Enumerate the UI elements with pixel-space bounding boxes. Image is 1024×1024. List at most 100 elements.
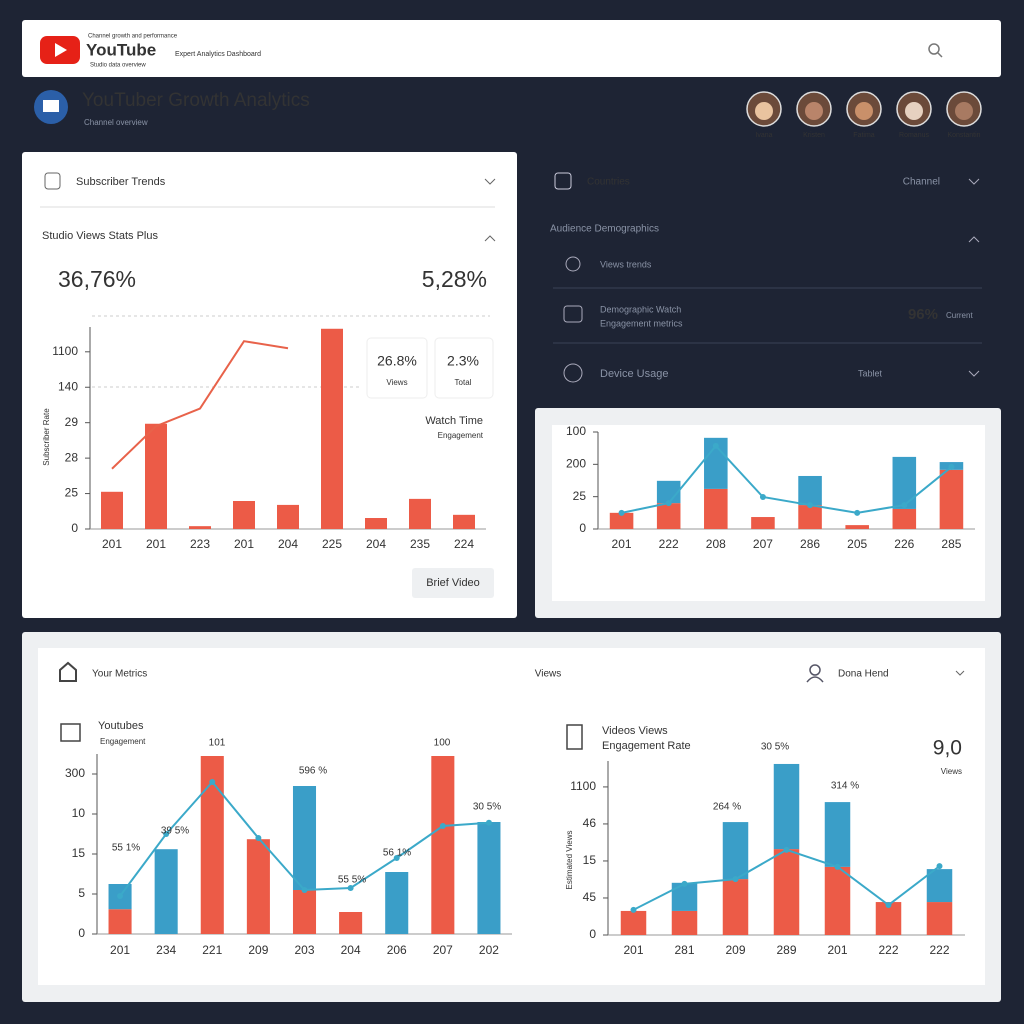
point bbox=[854, 509, 861, 516]
point bbox=[885, 902, 892, 909]
panel-icon bbox=[554, 172, 572, 190]
bar bbox=[477, 822, 501, 934]
card-label: Total bbox=[455, 378, 472, 387]
annotation: 264 % bbox=[713, 802, 741, 813]
y-tick-label: 28 bbox=[65, 450, 79, 464]
x-tick-label: 223 bbox=[190, 537, 210, 551]
section-title: Youtubes bbox=[98, 720, 144, 732]
section-icon bbox=[60, 723, 81, 742]
avatar-face bbox=[955, 102, 973, 120]
x-tick-label: 222 bbox=[878, 943, 898, 957]
x-tick-label: 204 bbox=[366, 537, 386, 551]
bar bbox=[431, 756, 455, 934]
panel-icon bbox=[44, 172, 61, 190]
bar bbox=[704, 488, 728, 529]
button-label[interactable]: Brief Video bbox=[426, 577, 480, 589]
kpi-value: 9,0 bbox=[933, 737, 962, 760]
dropdown[interactable]: Channel bbox=[903, 177, 940, 188]
x-tick-label: 203 bbox=[294, 943, 314, 957]
bar bbox=[722, 822, 749, 880]
avatar-name: Fatima bbox=[853, 132, 875, 139]
bar bbox=[892, 508, 917, 529]
bar bbox=[926, 869, 953, 903]
chevron[interactable] bbox=[968, 370, 980, 377]
annotation: 101 bbox=[209, 738, 226, 749]
side-title: Watch Time bbox=[425, 415, 483, 427]
button[interactable] bbox=[412, 568, 494, 598]
section-subtitle: Engagement bbox=[100, 737, 146, 746]
bar bbox=[108, 909, 132, 934]
sub-note: Studio data overview bbox=[90, 63, 146, 69]
bar bbox=[824, 866, 851, 935]
search-icon[interactable] bbox=[928, 43, 940, 55]
annotation: 55 1% bbox=[112, 843, 140, 854]
y-tick-label: 0 bbox=[71, 521, 78, 535]
panel-title: Countries bbox=[587, 177, 630, 188]
panel-title: Subscriber Trends bbox=[76, 176, 166, 188]
side-subtitle: Engagement bbox=[438, 431, 484, 440]
y-tick-label: 5 bbox=[78, 886, 85, 900]
y-tick-label: 45 bbox=[583, 890, 597, 904]
row-value: Tablet bbox=[858, 368, 883, 378]
x-tick-label: 206 bbox=[387, 943, 407, 957]
search-icon-handle bbox=[937, 52, 943, 58]
row-icon bbox=[563, 305, 583, 323]
bar bbox=[656, 503, 681, 529]
chevron[interactable] bbox=[968, 178, 980, 185]
chevron[interactable] bbox=[968, 236, 980, 243]
chevron[interactable] bbox=[484, 235, 496, 242]
y-tick-label: 46 bbox=[583, 816, 597, 830]
x-tick-label: 202 bbox=[479, 943, 499, 957]
bar bbox=[385, 872, 409, 934]
panel-center: Views bbox=[535, 669, 562, 680]
point bbox=[117, 893, 124, 899]
bar bbox=[277, 504, 299, 529]
point bbox=[936, 863, 943, 870]
annotation: 56 1% bbox=[383, 848, 411, 859]
tagline: Expert Analytics Dashboard bbox=[175, 51, 261, 58]
annotation: 30 5% bbox=[761, 742, 789, 753]
y-tick-label: 200 bbox=[566, 457, 586, 471]
y-axis-title: Subscriber Rate bbox=[42, 408, 51, 466]
bar bbox=[292, 786, 317, 890]
point bbox=[807, 502, 814, 509]
chevron[interactable] bbox=[484, 178, 496, 185]
point bbox=[439, 823, 446, 829]
x-tick-label: 201 bbox=[612, 537, 632, 551]
card-value: 2.3% bbox=[447, 353, 479, 369]
row-icon bbox=[565, 256, 581, 272]
x-tick-label: 235 bbox=[410, 537, 430, 551]
x-tick-label: 209 bbox=[725, 943, 745, 957]
bar bbox=[200, 756, 224, 934]
logo-text[interactable]: YouTube bbox=[86, 40, 156, 59]
kpi-card bbox=[434, 337, 494, 399]
bar bbox=[798, 505, 822, 529]
bar bbox=[339, 912, 363, 934]
x-tick-label: 201 bbox=[110, 943, 130, 957]
section-title: Videos Views bbox=[602, 725, 668, 737]
card-label: Views bbox=[386, 378, 407, 387]
bar bbox=[101, 491, 123, 529]
chevron[interactable] bbox=[955, 670, 965, 676]
bar bbox=[773, 763, 800, 850]
x-tick-label: 204 bbox=[278, 537, 298, 551]
x-tick-label: 226 bbox=[894, 537, 914, 551]
point bbox=[732, 876, 739, 883]
y-tick-label: 29 bbox=[65, 415, 79, 429]
x-tick-label: 207 bbox=[753, 537, 773, 551]
home-icon[interactable] bbox=[59, 661, 77, 682]
line bbox=[111, 340, 289, 470]
bar bbox=[892, 456, 917, 509]
top-note: Channel growth and performance bbox=[88, 34, 178, 40]
x-tick-label: 222 bbox=[659, 537, 679, 551]
avatar-face bbox=[855, 102, 873, 120]
x-tick-label: 285 bbox=[941, 537, 961, 551]
y-tick-label: 0 bbox=[78, 926, 85, 940]
user-icon[interactable] bbox=[809, 664, 821, 676]
x-tick-label: 201 bbox=[146, 537, 166, 551]
bar bbox=[321, 328, 343, 529]
annotation: 30 5% bbox=[473, 802, 501, 813]
y-tick-label: 25 bbox=[573, 489, 587, 503]
x-tick-label: 225 bbox=[322, 537, 342, 551]
